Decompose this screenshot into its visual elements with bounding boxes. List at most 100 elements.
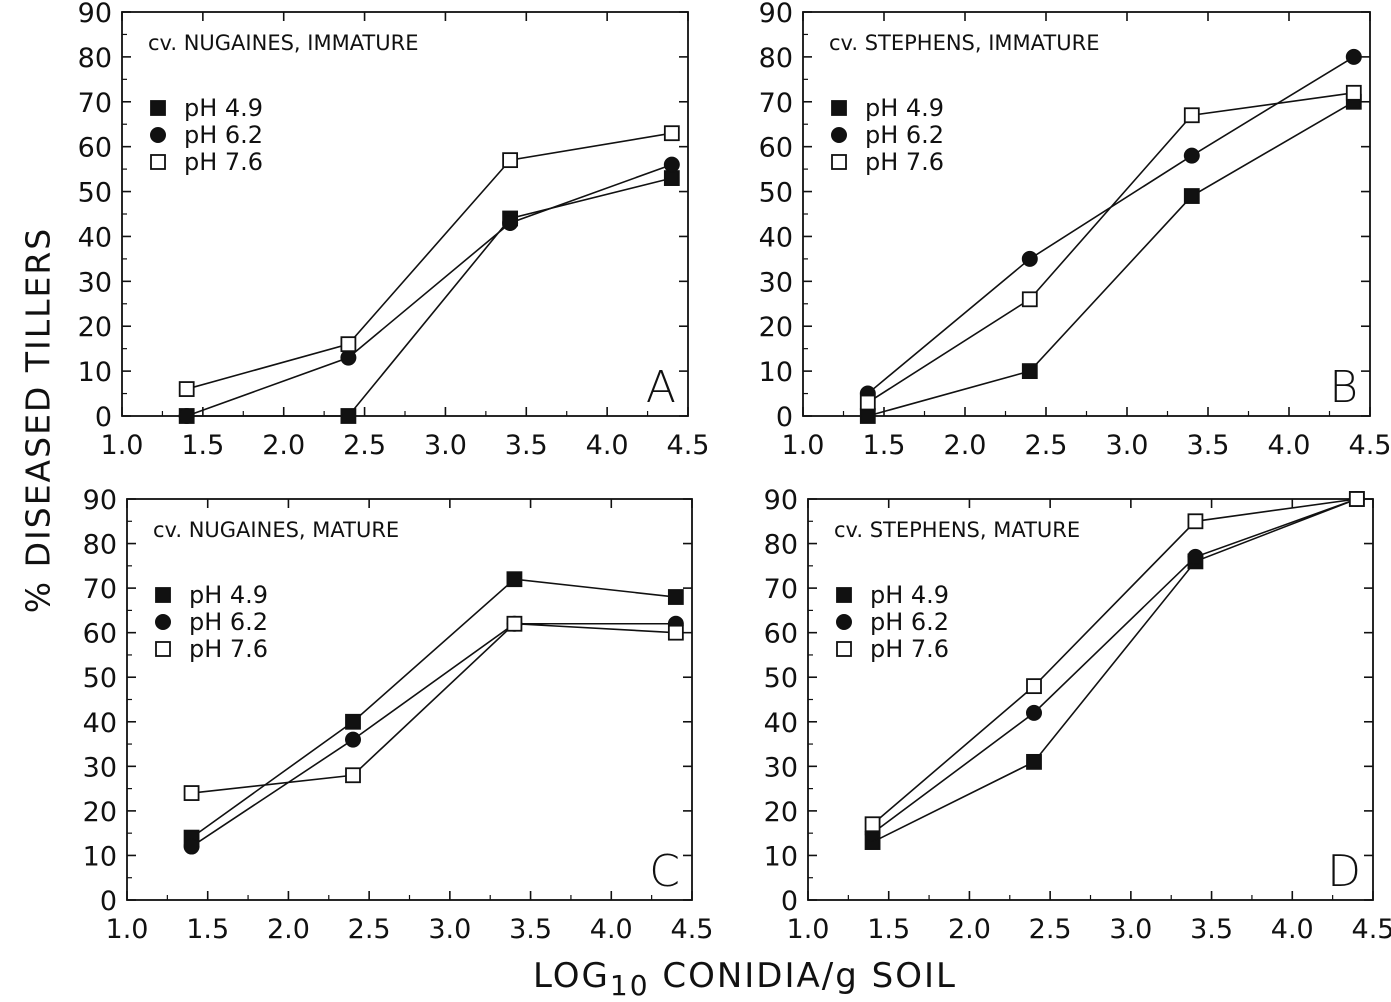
- x-axis-label-prefix: LOG: [533, 956, 610, 996]
- chart-panel-a: 0 10 20 30 40 50 60 70 80 90 1.0 1.5 2.0 2.5 3.0 3.5 4.0…: [78, 0, 710, 461]
- legend-marker-3: [155, 641, 171, 657]
- y-tick-label: 70: [764, 574, 798, 605]
- x-tick-label: 3.5: [1187, 430, 1230, 461]
- data-point-series-3: [864, 816, 881, 833]
- data-point-series-3: [1345, 84, 1362, 101]
- legend-label-3: pH 7.6: [870, 635, 949, 663]
- x-tick-label: 2.5: [1025, 430, 1068, 461]
- legend-marker-1: [836, 587, 852, 603]
- y-tick-label: 40: [83, 708, 117, 739]
- x-tick-label: 4.5: [1349, 430, 1391, 461]
- series-line-1: [867, 101, 1355, 417]
- series-line-1: [186, 177, 673, 417]
- series-line-2: [191, 622, 676, 848]
- y-tick-label: 80: [764, 530, 798, 561]
- legend-marker-3: [836, 641, 852, 657]
- data-point-series-2: [340, 349, 357, 366]
- y-tick-label: 60: [83, 619, 117, 650]
- y-tick-label: 60: [78, 133, 112, 164]
- panel-title: cv. NUGAINES, MATURE: [153, 518, 399, 542]
- y-tick-label: 80: [78, 43, 112, 74]
- x-tick-label: 1.5: [181, 430, 224, 461]
- x-tick-label: 3.0: [1109, 914, 1152, 945]
- x-axis-label-suffix: CONIDIA/g SOIL: [649, 956, 957, 996]
- plot-frame: [121, 11, 689, 417]
- y-tick-label: 30: [78, 267, 112, 298]
- data-point-series-3: [345, 767, 361, 784]
- x-tick-label: 2.5: [343, 430, 386, 461]
- y-tick-label: 50: [759, 178, 793, 209]
- x-tick-label: 3.5: [509, 914, 552, 945]
- legend-marker-1: [831, 100, 847, 116]
- data-point-series-2: [178, 408, 195, 424]
- plot-frame: [807, 498, 1374, 901]
- y-tick-label: 40: [764, 708, 798, 739]
- plot-frame: [802, 11, 1371, 417]
- data-point-series-3: [1021, 291, 1038, 308]
- panel-letter: B: [1329, 362, 1358, 413]
- x-tick-label: 2.0: [267, 914, 310, 945]
- data-point-series-1: [663, 170, 680, 186]
- x-tick-label: 2.0: [262, 430, 305, 461]
- x-tick-label: 2.5: [348, 914, 391, 945]
- y-tick-label: 20: [759, 312, 793, 343]
- x-tick-label: 1.0: [787, 914, 830, 945]
- y-tick-label: 40: [78, 222, 112, 253]
- legend-label-1: pH 4.9: [189, 581, 268, 609]
- legend-label-2: pH 6.2: [870, 608, 949, 636]
- panel-title: cv. STEPHENS, MATURE: [834, 518, 1080, 542]
- series-line-1: [191, 578, 676, 839]
- data-point-series-1: [1026, 753, 1042, 770]
- legend-label-3: pH 7.6: [865, 148, 944, 176]
- data-point-series-3: [1348, 491, 1365, 507]
- data-point-series-1: [667, 589, 684, 605]
- y-tick-label: 0: [95, 402, 112, 433]
- y-tick-label: 20: [78, 312, 112, 343]
- x-tick-label: 1.5: [863, 430, 906, 461]
- data-point-series-1: [506, 571, 523, 588]
- data-point-series-2: [183, 838, 200, 855]
- x-tick-label: 4.0: [590, 914, 633, 945]
- x-tick-label: 4.0: [586, 430, 629, 461]
- data-point-series-1: [340, 408, 357, 424]
- x-tick-label: 1.0: [106, 914, 149, 945]
- data-point-series-1: [859, 408, 876, 424]
- legend-label-1: pH 4.9: [865, 94, 944, 122]
- y-tick-label: 90: [759, 0, 793, 29]
- data-point-series-3: [1187, 513, 1204, 530]
- legend-marker-1: [155, 587, 171, 603]
- panel-title: cv. STEPHENS, IMMATURE: [829, 31, 1099, 55]
- y-tick-label: 60: [764, 619, 798, 650]
- data-point-series-3: [667, 624, 684, 641]
- series-line-3: [186, 132, 672, 390]
- x-tick-label: 4.5: [671, 914, 714, 945]
- y-tick-label: 30: [83, 752, 117, 783]
- data-point-series-3: [340, 336, 357, 353]
- y-tick-label: 90: [78, 0, 112, 29]
- x-tick-label: 1.5: [867, 914, 910, 945]
- data-point-series-1: [1183, 188, 1200, 204]
- chart-panel-c: 0 10 20 30 40 50 60 70 80 90 1.0 1.5 2.0 2.5 3.0 3.5 4.0…: [83, 485, 714, 945]
- x-tick-label: 2.0: [948, 914, 991, 945]
- y-tick-label: 80: [759, 43, 793, 74]
- data-point-series-2: [1026, 704, 1042, 721]
- series-line-3: [191, 622, 676, 794]
- data-point-series-2: [1183, 147, 1200, 164]
- legend-label-3: pH 7.6: [189, 635, 268, 663]
- y-tick-label: 10: [78, 357, 112, 388]
- legend-marker-2: [831, 127, 847, 143]
- y-tick-label: 50: [83, 663, 117, 694]
- x-axis-label: LOG10 CONIDIA/g SOIL: [533, 956, 957, 1002]
- y-tick-label: 10: [759, 357, 793, 388]
- legend-label-1: pH 4.9: [870, 581, 949, 609]
- y-tick-label: 20: [764, 797, 798, 828]
- y-tick-label: 50: [78, 178, 112, 209]
- data-point-series-3: [1183, 107, 1200, 124]
- data-point-series-3: [506, 615, 523, 632]
- x-tick-label: 3.0: [424, 430, 467, 461]
- y-tick-label: 60: [759, 133, 793, 164]
- x-tick-label: 4.0: [1268, 430, 1311, 461]
- data-point-series-2: [1187, 548, 1204, 565]
- y-tick-label: 0: [781, 886, 798, 917]
- x-axis-label-subscript: 10: [609, 969, 650, 1002]
